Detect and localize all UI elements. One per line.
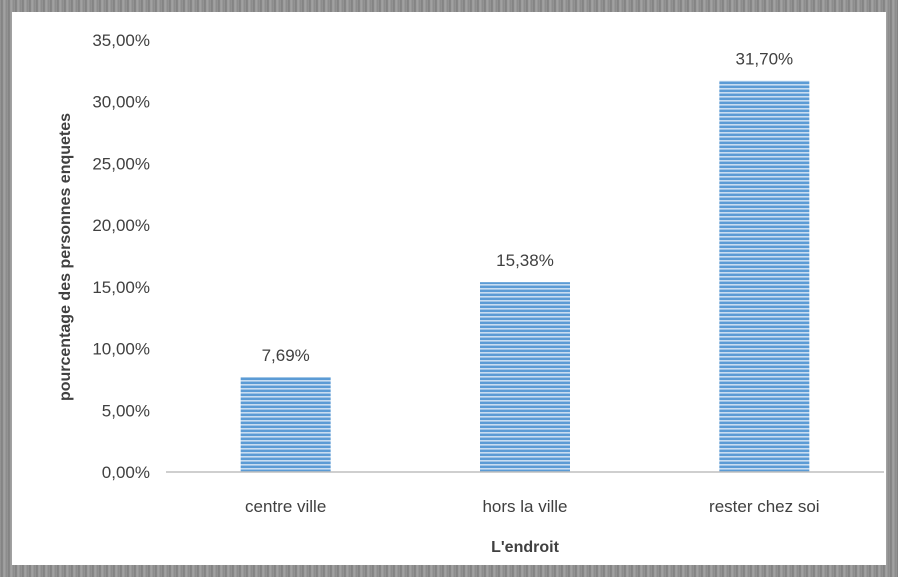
y-tick-label: 10,00%	[92, 340, 150, 359]
bar	[240, 377, 331, 472]
y-axis-title: pourcentage des personnes enquetes	[57, 113, 74, 401]
category-label: rester chez soi	[709, 497, 820, 516]
bar	[719, 80, 810, 472]
y-tick-label: 35,00%	[92, 31, 150, 50]
y-tick-label: 30,00%	[92, 93, 150, 112]
data-label: 7,69%	[262, 346, 310, 365]
bars	[240, 80, 810, 472]
y-tick-label: 25,00%	[92, 154, 150, 173]
category-labels: centre ville hors la ville rester chez soi	[245, 497, 820, 516]
bar	[480, 282, 570, 472]
category-label: centre ville	[245, 497, 326, 516]
y-tick-label: 15,00%	[92, 278, 150, 297]
category-label: hors la ville	[482, 497, 567, 516]
y-tick-label: 5,00%	[102, 401, 150, 420]
x-axis-title: L'endroit	[491, 539, 559, 556]
y-tick-label: 20,00%	[92, 216, 150, 235]
y-tick-label: 0,00%	[102, 463, 150, 482]
data-label: 31,70%	[735, 50, 793, 69]
data-label: 15,38%	[496, 251, 554, 270]
data-labels: 7,69% 15,38% 31,70%	[262, 50, 794, 365]
y-axis-ticks: 0,00% 5,00% 10,00% 15,00% 20,00% 25,00% 30,00%…	[92, 31, 150, 482]
